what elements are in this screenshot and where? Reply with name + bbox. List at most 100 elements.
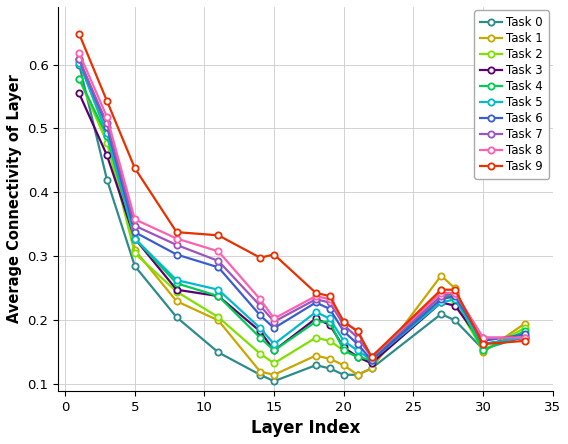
Task 5 (257, 325, 264, 331)
Task 7 (368, 354, 375, 360)
Task 8 (521, 335, 528, 341)
Task 4 (215, 293, 222, 299)
Task 3 (368, 361, 375, 366)
Task 1 (131, 247, 138, 253)
Task 5 (438, 300, 445, 305)
Line: Task 7: Task 7 (76, 56, 528, 360)
Task 7 (76, 57, 82, 62)
Task 5 (131, 236, 138, 241)
Task 0 (215, 350, 222, 355)
Task 2 (131, 250, 138, 256)
Task 5 (312, 309, 319, 315)
Task 8 (312, 293, 319, 299)
Line: Task 8: Task 8 (76, 50, 528, 360)
Task 2 (521, 325, 528, 331)
Task 5 (368, 357, 375, 363)
Task 4 (340, 348, 347, 353)
Task 2 (354, 354, 361, 360)
Task 5 (327, 316, 333, 321)
Line: Task 5: Task 5 (76, 59, 528, 363)
Task 0 (327, 366, 333, 371)
Task 3 (479, 341, 486, 347)
Task 8 (452, 290, 458, 296)
Task 9 (312, 290, 319, 296)
Task 0 (340, 372, 347, 377)
Task 0 (270, 379, 277, 384)
Task 8 (340, 319, 347, 325)
Task 3 (438, 300, 445, 305)
Task 0 (131, 263, 138, 269)
Task 0 (479, 346, 486, 352)
Task 5 (340, 338, 347, 344)
Task 5 (215, 287, 222, 292)
Task 4 (257, 335, 264, 341)
X-axis label: Layer Index: Layer Index (250, 419, 360, 437)
Task 4 (479, 348, 486, 353)
Task 0 (257, 372, 264, 377)
Task 2 (257, 351, 264, 357)
Task 7 (312, 297, 319, 302)
Task 1 (452, 286, 458, 291)
Task 6 (327, 306, 333, 312)
Task 6 (340, 329, 347, 334)
Task 8 (173, 236, 180, 241)
Task 9 (257, 255, 264, 260)
Task 9 (368, 354, 375, 360)
Task 1 (257, 369, 264, 374)
Task 3 (354, 354, 361, 360)
Task 9 (479, 341, 486, 347)
Task 7 (340, 322, 347, 328)
Task 7 (215, 258, 222, 264)
Task 3 (173, 287, 180, 292)
Task 9 (438, 287, 445, 292)
Task 9 (452, 287, 458, 292)
Task 2 (76, 76, 82, 81)
Task 2 (103, 140, 110, 145)
Task 4 (521, 329, 528, 334)
Task 1 (368, 366, 375, 371)
Task 8 (215, 249, 222, 254)
Task 4 (76, 76, 82, 81)
Task 3 (257, 329, 264, 334)
Task 2 (368, 361, 375, 366)
Task 1 (270, 372, 277, 377)
Task 5 (173, 278, 180, 283)
Task 9 (103, 98, 110, 103)
Task 3 (312, 316, 319, 321)
Task 3 (270, 348, 277, 353)
Task 5 (103, 130, 110, 135)
Task 4 (270, 348, 277, 353)
Task 8 (103, 114, 110, 119)
Task 6 (354, 341, 361, 347)
Task 8 (354, 329, 361, 334)
Task 1 (76, 59, 82, 64)
Task 6 (368, 357, 375, 363)
Y-axis label: Average Connectivity of Layer: Average Connectivity of Layer (7, 75, 22, 323)
Task 1 (173, 298, 180, 304)
Task 8 (479, 335, 486, 341)
Task 1 (312, 353, 319, 358)
Task 1 (438, 273, 445, 278)
Task 9 (327, 293, 333, 299)
Task 6 (312, 300, 319, 305)
Task 8 (131, 217, 138, 222)
Task 8 (327, 297, 333, 302)
Task 4 (452, 293, 458, 299)
Task 1 (521, 321, 528, 326)
Line: Task 9: Task 9 (76, 31, 528, 360)
Task 2 (479, 348, 486, 353)
Task 7 (103, 121, 110, 126)
Task 0 (368, 366, 375, 371)
Task 4 (103, 134, 110, 139)
Task 4 (131, 236, 138, 241)
Task 1 (479, 350, 486, 355)
Task 7 (131, 223, 138, 228)
Task 0 (521, 334, 528, 339)
Task 3 (131, 236, 138, 241)
Task 6 (479, 338, 486, 344)
Task 0 (76, 62, 82, 67)
Task 5 (452, 297, 458, 302)
Task 9 (340, 319, 347, 325)
Task 9 (215, 233, 222, 238)
Task 4 (368, 357, 375, 363)
